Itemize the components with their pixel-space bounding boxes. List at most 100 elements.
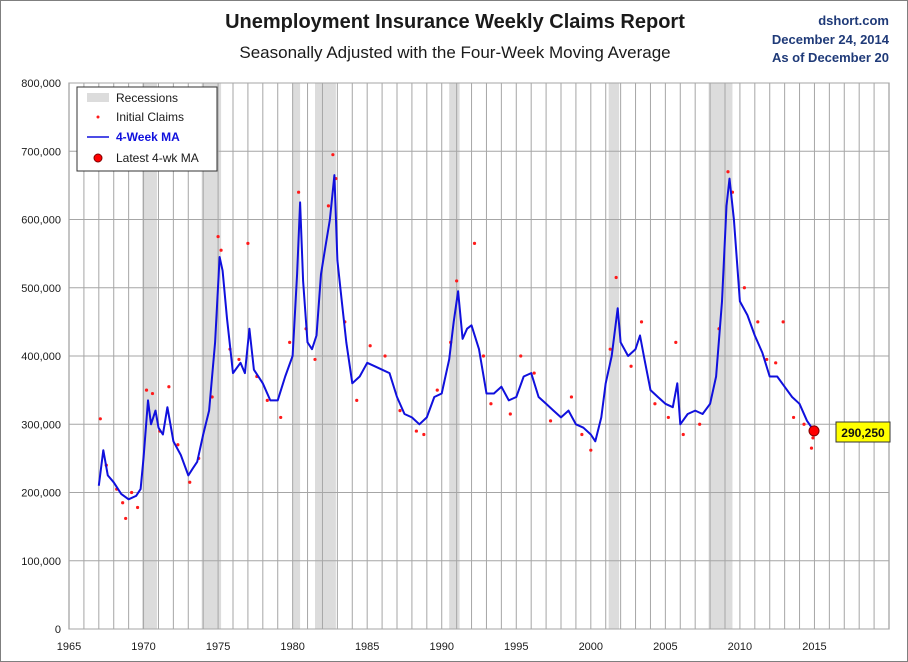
y-tick-label: 800,000 — [21, 78, 61, 90]
claims-point — [614, 275, 618, 280]
legend-label-recessions: Recessions — [116, 91, 178, 105]
x-tick-label: 1995 — [504, 641, 528, 653]
claims-point — [791, 415, 796, 420]
claims-point — [383, 354, 387, 358]
claims-point — [508, 412, 512, 416]
claims-point — [472, 241, 477, 245]
legend-label-claims: Initial Claims — [116, 110, 184, 124]
y-tick-label: 200,000 — [21, 488, 61, 500]
claims-point — [489, 402, 493, 406]
claims-point — [435, 388, 439, 392]
claims-point — [455, 279, 459, 283]
claims-point — [653, 402, 657, 406]
claims-point — [313, 357, 317, 362]
legend-swatch-recession — [87, 93, 109, 102]
claims-point — [726, 170, 730, 174]
latest-value-callout: 290,250 — [835, 421, 891, 443]
axis-labels: 0 100,000 200,000 300,000 400,000 500,000 600,… — [21, 78, 826, 653]
claims-point — [368, 344, 372, 348]
claims-point — [802, 422, 806, 426]
claims-point — [98, 417, 102, 421]
claims-point — [569, 395, 574, 399]
claims-point — [288, 340, 292, 344]
claims-point — [781, 320, 785, 324]
report-date: December 24, 2014 — [771, 32, 889, 47]
claims-point — [237, 357, 241, 362]
claims-point — [265, 398, 269, 402]
claims-point — [548, 419, 553, 423]
chart-subtitle: Seasonally Adjusted with the Four-Week M… — [239, 43, 671, 62]
claims-point — [216, 234, 220, 239]
x-tick-label: 1990 — [429, 641, 453, 653]
x-tick-label: 1965 — [57, 641, 81, 653]
legend-swatch-latest — [93, 153, 103, 163]
claims-point — [809, 446, 814, 450]
y-tick-label: 300,000 — [21, 419, 61, 431]
claims-point — [629, 364, 633, 368]
claims-point — [246, 241, 250, 245]
claims-point — [414, 429, 418, 433]
claims-point — [765, 357, 769, 362]
claims-point — [756, 320, 760, 324]
claims-point — [355, 398, 359, 402]
claims-point — [742, 286, 746, 290]
claims-point — [124, 516, 128, 521]
legend: Recessions Initial Claims 4-Week MA Late… — [76, 86, 218, 172]
claims-point — [150, 391, 155, 396]
claims-point — [532, 371, 536, 375]
claims-point — [774, 361, 778, 365]
claims-point — [580, 432, 584, 437]
y-tick-label: 500,000 — [21, 283, 61, 295]
claims-point — [297, 190, 301, 194]
claims-point — [167, 385, 171, 389]
latest-value-label: 290,250 — [841, 426, 885, 440]
latest-ma-marker — [808, 425, 820, 437]
claims-point — [331, 153, 335, 157]
legend-swatch-claims — [96, 115, 100, 119]
claims-point — [398, 409, 402, 413]
claims-point — [589, 448, 593, 452]
ma-line — [97, 174, 815, 501]
claims-point — [698, 422, 702, 426]
source-label: dshort.com — [818, 13, 889, 28]
claims-point — [639, 320, 644, 324]
claims-point — [422, 432, 426, 437]
x-tick-label: 1970 — [131, 641, 155, 653]
claims-point — [188, 480, 192, 484]
chart-title: Unemployment Insurance Weekly Claims Rep… — [225, 11, 685, 33]
x-tick-label: 2010 — [728, 641, 752, 653]
x-tick-label: 1980 — [280, 641, 304, 653]
claims-point — [811, 436, 815, 440]
claims-point — [279, 415, 283, 420]
claims-point — [121, 501, 125, 505]
as-of-date: As of December 20 — [771, 50, 889, 65]
claims-point — [130, 490, 134, 495]
claims-point — [219, 248, 223, 252]
x-tick-label: 1975 — [206, 641, 230, 653]
claims-point — [326, 204, 331, 208]
claims-point — [666, 415, 670, 420]
y-tick-label: 100,000 — [21, 556, 61, 568]
x-tick-label: 2005 — [653, 641, 677, 653]
legend-label-latest: Latest 4-wk MA — [116, 151, 199, 165]
y-tick-label: 600,000 — [21, 215, 61, 227]
y-tick-label: 400,000 — [21, 351, 61, 363]
claims-point — [135, 505, 140, 510]
claims-point — [481, 354, 486, 358]
claims-point — [144, 388, 149, 392]
claims-point — [681, 432, 685, 437]
x-tick-label: 2000 — [579, 641, 603, 653]
x-tick-label: 2015 — [802, 641, 826, 653]
claims-point — [608, 347, 612, 351]
legend-label-ma: 4-Week MA — [116, 130, 180, 144]
gridlines — [69, 82, 889, 630]
claims-point — [519, 354, 523, 358]
latest-value-box — [835, 421, 891, 443]
y-tick-label: 700,000 — [21, 146, 61, 158]
x-tick-label: 1985 — [355, 641, 379, 653]
claims-point — [176, 443, 180, 447]
claims-point — [674, 340, 678, 344]
y-tick-label: 0 — [55, 624, 61, 636]
